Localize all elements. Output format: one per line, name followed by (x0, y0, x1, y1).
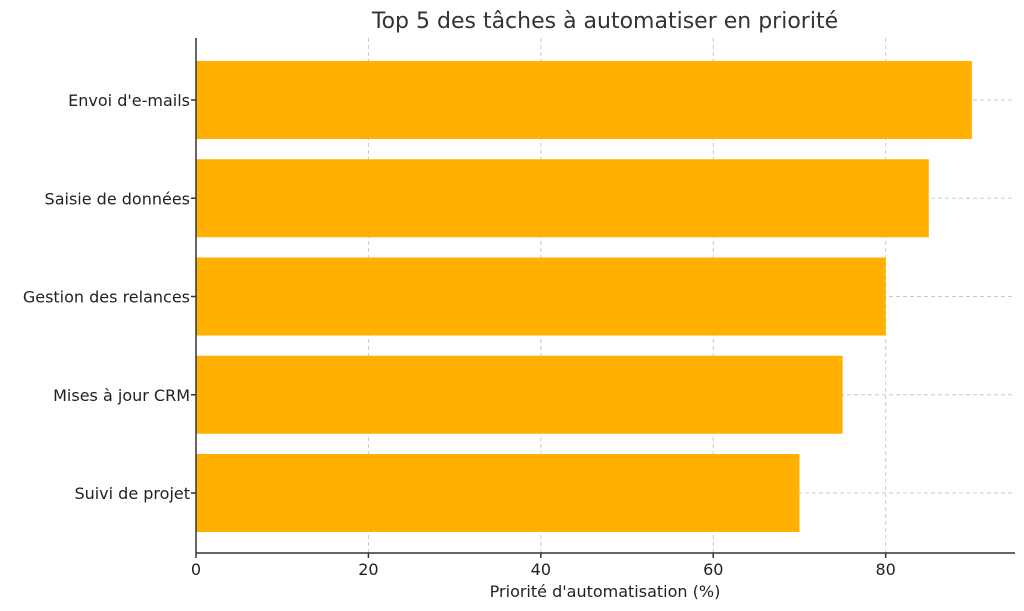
category-labels: Envoi d'e-mails Saisie de données Gestion … (23, 91, 196, 503)
bar (196, 257, 886, 336)
category-label: Saisie de données (45, 189, 190, 208)
axes (195, 38, 1015, 554)
bar (196, 159, 929, 238)
x-tick-label: 20 (358, 560, 378, 579)
bar (196, 355, 843, 434)
category-label: Mises à jour CRM (53, 386, 190, 405)
x-tick-label: 80 (876, 560, 896, 579)
category-label: Envoi d'e-mails (68, 91, 190, 110)
category-label: Gestion des relances (23, 288, 190, 307)
bars (196, 61, 972, 532)
x-tick-labels: 0 20 40 60 80 (191, 553, 896, 579)
x-axis-label: Priorité d'automatisation (%) (490, 582, 721, 601)
bar (196, 61, 972, 139)
x-tick-label: 0 (191, 560, 201, 579)
chart-title: Top 5 des tâches à automatiser en priori… (371, 9, 838, 34)
x-tick-label: 40 (531, 560, 551, 579)
category-label: Suivi de projet (74, 484, 190, 503)
bar (196, 454, 800, 532)
x-tick-label: 60 (703, 560, 723, 579)
